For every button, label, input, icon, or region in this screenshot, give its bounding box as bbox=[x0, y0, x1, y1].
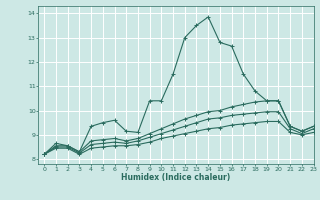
X-axis label: Humidex (Indice chaleur): Humidex (Indice chaleur) bbox=[121, 173, 231, 182]
